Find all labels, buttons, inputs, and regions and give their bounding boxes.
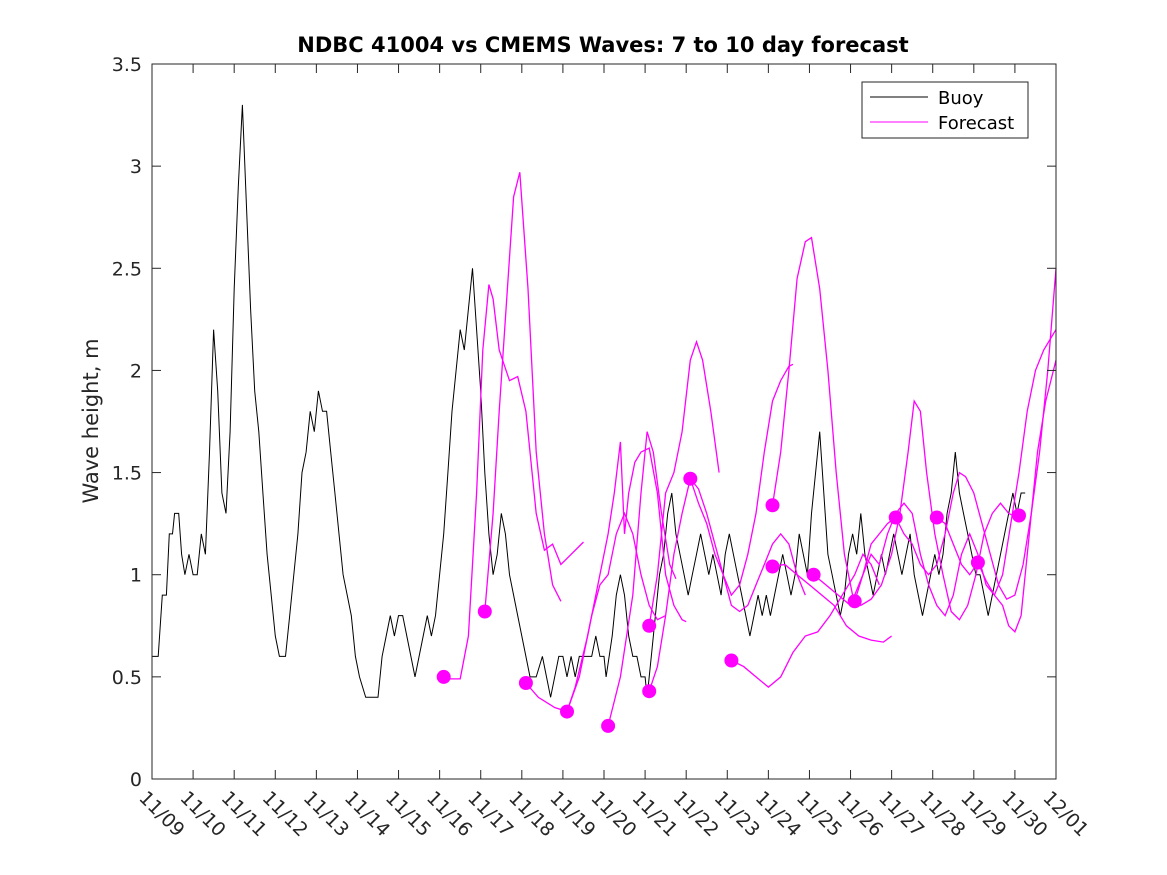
forecast-series-line-5 xyxy=(607,431,677,727)
forecast-series-line-12 xyxy=(813,329,1057,617)
y-tick-label: 1 xyxy=(130,565,142,587)
y-tick-label: 1.5 xyxy=(112,463,142,485)
forecast-series-line-11 xyxy=(772,563,892,643)
forecast-series-line-14 xyxy=(936,360,1057,634)
forecast-series-line-8 xyxy=(689,363,794,597)
y-tick-label: 0.5 xyxy=(112,667,142,689)
forecast-marker-13 xyxy=(847,594,862,609)
forecast-marker-10 xyxy=(765,498,780,513)
plot-background xyxy=(152,64,1056,779)
forecast-marker-14 xyxy=(888,510,903,525)
plot-area: 00.511.522.533.5 11/0911/1011/1111/1211/… xyxy=(112,54,1093,841)
forecast-series-line-2 xyxy=(484,172,562,612)
forecast-series-line-4 xyxy=(566,441,687,712)
legend: Buoy Forecast xyxy=(861,81,1029,139)
y-tick-label: 2.5 xyxy=(112,258,142,280)
forecast-series-line-13 xyxy=(854,268,1057,602)
forecast-marker-layer xyxy=(436,471,1026,733)
forecast-series-line-6 xyxy=(648,339,720,626)
y-axis-ticks: 0 0.5 1 1.5 2 2.5 3 3.5 xyxy=(112,54,1056,791)
forecast-series-line-9 xyxy=(731,553,880,688)
forecast-series-line-1 xyxy=(443,284,584,680)
forecast-marker-4 xyxy=(560,704,574,719)
forecast-marker-9 xyxy=(724,653,739,668)
forecast-marker-2 xyxy=(477,604,492,619)
forecast-marker-3 xyxy=(518,676,533,690)
forecast-marker-15 xyxy=(929,510,944,525)
y-axis-label: Wave height, m xyxy=(79,338,103,503)
forecast-marker-5 xyxy=(601,718,616,733)
forecast-marker-11 xyxy=(765,559,780,574)
forecast-marker-8 xyxy=(683,471,698,486)
forecast-marker-17 xyxy=(1012,508,1026,523)
forecast-marker-1 xyxy=(436,669,451,684)
forecast-marker-12 xyxy=(806,567,821,582)
forecast-marker-7 xyxy=(642,684,657,699)
forecast-series-line-3 xyxy=(525,511,666,713)
legend-box xyxy=(861,81,1029,139)
y-tick-label: 2 xyxy=(130,360,142,382)
y-tick-label: 3 xyxy=(130,156,142,178)
legend-buoy-label: Buoy xyxy=(938,88,984,109)
y-tick-label: 0 xyxy=(130,769,142,791)
forecast-series-line-7 xyxy=(648,477,806,692)
chart-title: NDBC 41004 vs CMEMS Waves: 7 to 10 day f… xyxy=(297,33,908,57)
legend-forecast-label: Forecast xyxy=(938,113,1014,134)
forecast-marker-6 xyxy=(642,618,657,633)
forecast-marker-16 xyxy=(970,555,985,570)
y-tick-label: 3.5 xyxy=(112,54,142,76)
